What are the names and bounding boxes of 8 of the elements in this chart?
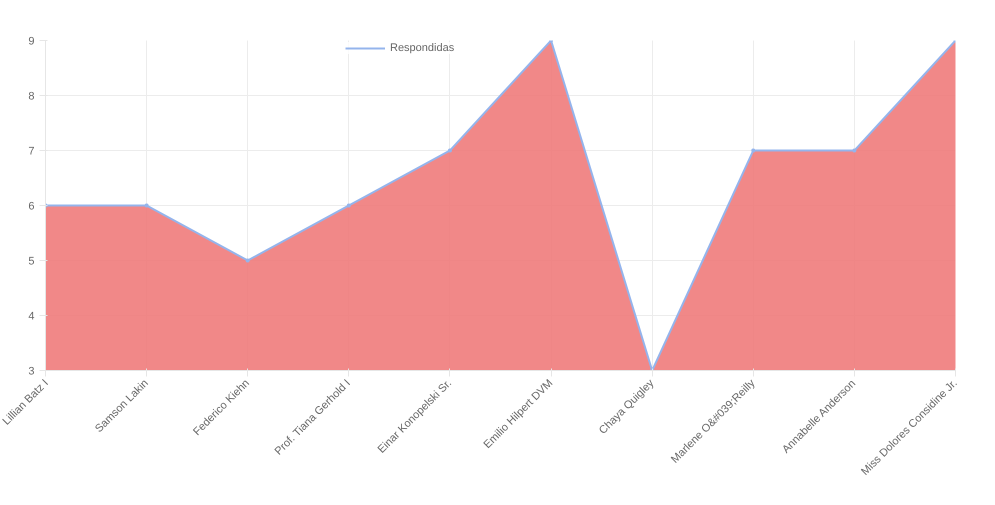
legend-label: Respondidas	[390, 42, 454, 54]
y-tick-label: 5	[28, 256, 35, 268]
y-tick-label: 4	[28, 310, 35, 322]
y-tick-label: 3	[28, 366, 35, 378]
y-tick-label: 7	[28, 146, 35, 158]
y-tick-label: 6	[28, 200, 35, 212]
y-tick-label: 9	[28, 36, 35, 48]
y-tick-label: 8	[28, 90, 35, 102]
